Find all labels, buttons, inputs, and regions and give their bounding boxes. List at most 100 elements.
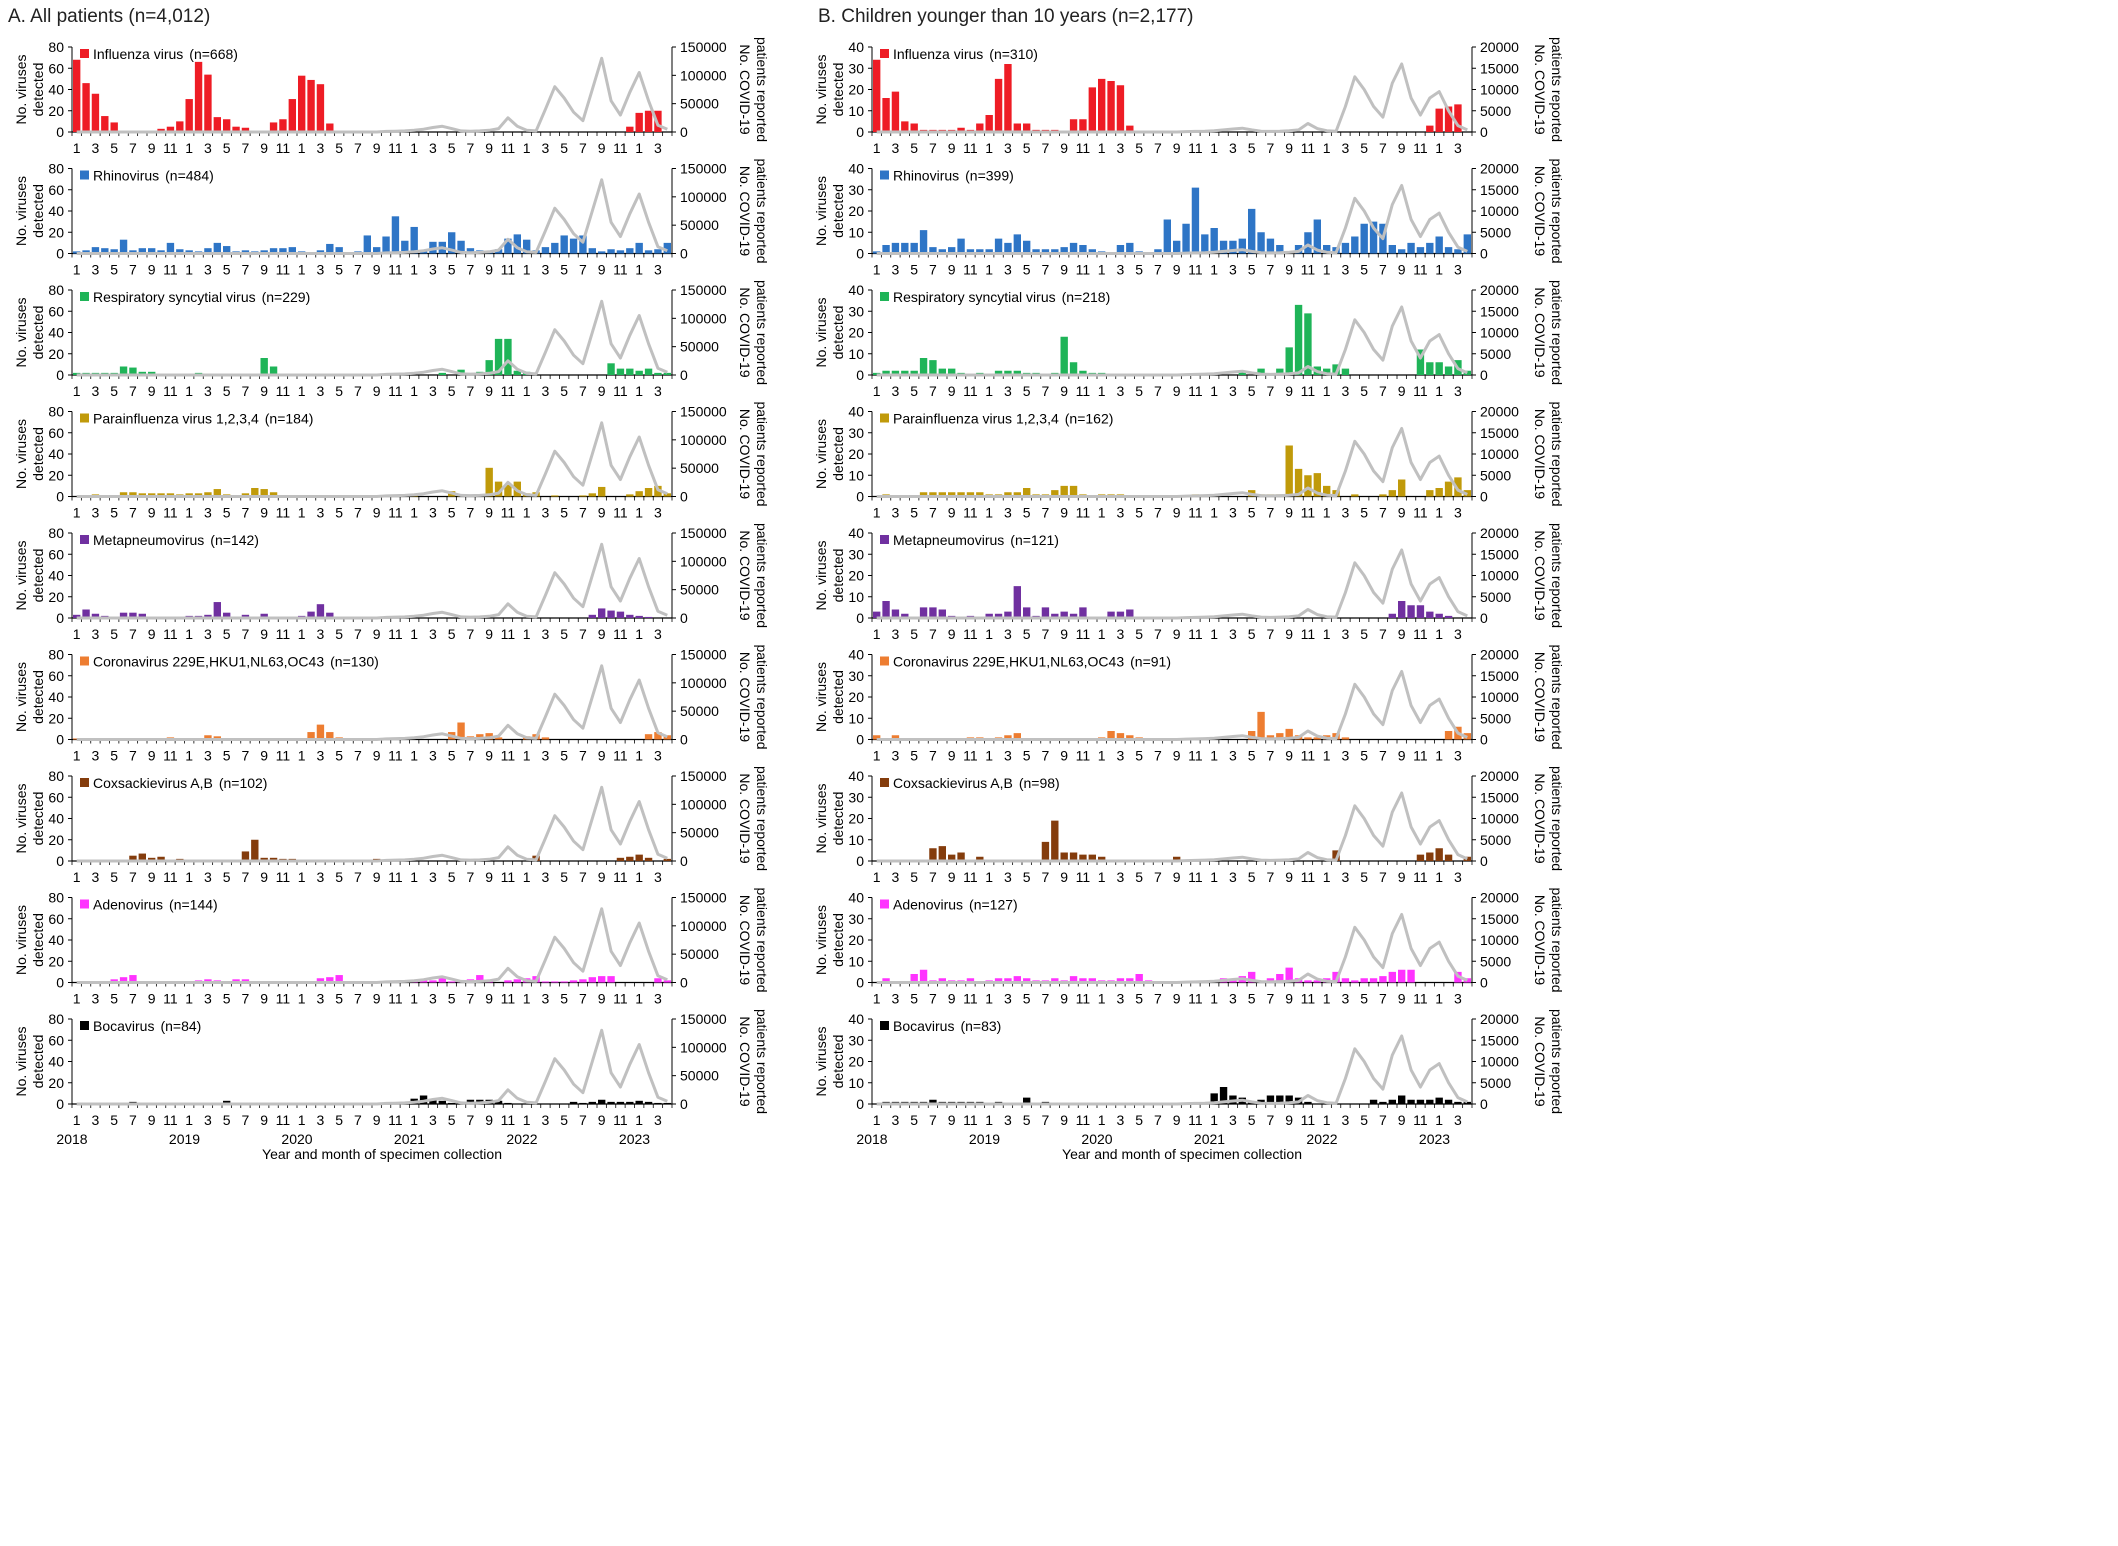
bar: [607, 363, 615, 375]
right-axis-title: No. COVID-19 patients reported: [737, 523, 770, 628]
month-tick-label: 9: [373, 991, 381, 1007]
month-tick-label: 9: [1060, 383, 1068, 399]
bar: [644, 110, 653, 132]
bar: [148, 371, 156, 375]
left-tick-label: 40: [48, 446, 64, 462]
right-axis-title: No. COVID-19 patients reported: [1532, 887, 1565, 992]
bar: [1407, 1099, 1415, 1104]
month-tick-label: 3: [317, 626, 325, 642]
bar: [1276, 245, 1284, 254]
legend-swatch: [80, 535, 89, 544]
month-tick-label: 7: [1267, 991, 1275, 1007]
bar: [882, 370, 890, 375]
month-tick-label: 9: [948, 869, 956, 885]
month-tick-label: 9: [148, 991, 156, 1007]
bar: [204, 979, 212, 983]
month-tick-label: 1: [298, 505, 306, 521]
bar: [457, 722, 465, 740]
month-tick-label: 3: [317, 140, 325, 156]
covid-line: [76, 421, 668, 498]
bar: [938, 492, 946, 497]
bar: [1013, 586, 1021, 618]
bar: [1004, 735, 1012, 740]
month-tick-label: 3: [1004, 991, 1012, 1007]
month-tick-label: 1: [1098, 869, 1106, 885]
legend-virus-name: Metapneumovirus: [93, 532, 204, 548]
month-tick-label: 11: [501, 626, 516, 642]
bar: [241, 250, 250, 254]
month-tick-label: 1: [985, 1112, 993, 1128]
month-tick-label: 3: [1229, 140, 1237, 156]
right-tick-label: 100000: [680, 553, 727, 569]
legend-label: Metapneumovirus (n=121): [893, 532, 1059, 548]
bar: [1191, 187, 1200, 254]
month-tick-label: 1: [523, 140, 531, 156]
month-tick-label: 9: [148, 748, 156, 764]
bar: [882, 245, 890, 254]
month-tick-label: 9: [1398, 626, 1406, 642]
month-tick-label: 3: [654, 505, 662, 521]
legend-swatch: [880, 170, 889, 180]
bar: [504, 238, 512, 254]
month-tick-label: 3: [204, 262, 212, 278]
left-tick-label: 0: [856, 1096, 864, 1112]
legend-swatch: [880, 899, 889, 909]
bar: [1079, 245, 1087, 254]
bar: [891, 609, 900, 618]
bar: [994, 370, 1003, 375]
month-tick-label: 5: [110, 505, 118, 521]
bar: [1351, 494, 1359, 497]
month-tick-label: 11: [1413, 383, 1428, 399]
month-tick-label: 9: [485, 748, 493, 764]
right-axis-title: No. COVID-19 patients reported: [1532, 158, 1565, 263]
bar: [891, 735, 900, 740]
right-tick-label: 0: [680, 489, 688, 505]
month-tick-label: 9: [1285, 140, 1293, 156]
bar: [438, 1100, 446, 1104]
left-tick-label: 40: [848, 404, 864, 420]
bar: [129, 612, 137, 618]
month-tick-label: 1: [185, 1112, 193, 1128]
month-tick-label: 3: [92, 140, 100, 156]
bar: [513, 370, 521, 375]
bar: [241, 979, 250, 983]
bar: [882, 978, 890, 983]
month-tick-label: 3: [1454, 626, 1462, 642]
left-tick-label: 10: [848, 1075, 864, 1091]
month-tick-label: 1: [873, 262, 881, 278]
right-tick-label: 5000: [1480, 1075, 1511, 1091]
month-tick-label: 7: [242, 869, 250, 885]
left-axis-title: No. viruses detected: [813, 540, 846, 610]
bar: [82, 83, 90, 132]
bar: [110, 979, 118, 983]
bar: [148, 493, 156, 497]
bar: [1416, 1099, 1425, 1104]
month-tick-label: 3: [204, 505, 212, 521]
month-tick-label: 3: [542, 869, 550, 885]
month-tick-label: 3: [1229, 383, 1237, 399]
month-tick-label: 7: [929, 140, 937, 156]
month-tick-label: 9: [1285, 869, 1293, 885]
month-tick-label: 5: [110, 262, 118, 278]
month-tick-label: 5: [1023, 140, 1031, 156]
bar: [994, 978, 1003, 983]
month-tick-label: 11: [1188, 383, 1203, 399]
month-tick-label: 9: [373, 748, 381, 764]
bar: [1435, 362, 1443, 375]
month-tick-label: 7: [1042, 383, 1050, 399]
month-tick-label: 7: [467, 991, 475, 1007]
bar: [616, 611, 625, 618]
left-axis-title: No. viruses detected: [813, 905, 846, 975]
month-tick-label: 7: [1379, 1112, 1387, 1128]
month-tick-label: 11: [163, 991, 178, 1007]
legend-swatch: [80, 1021, 89, 1030]
month-tick-label: 5: [110, 140, 118, 156]
bar: [476, 975, 484, 983]
month-tick-label: 7: [579, 626, 587, 642]
month-tick-label: 7: [1154, 505, 1162, 521]
bar: [1023, 240, 1031, 254]
bar: [307, 732, 315, 740]
bar: [101, 248, 109, 254]
